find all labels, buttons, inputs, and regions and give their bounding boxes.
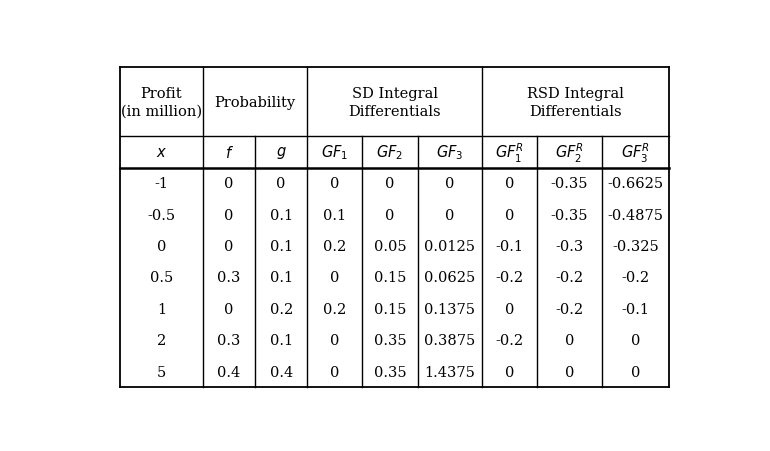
Text: 0.2: 0.2 — [270, 302, 293, 316]
Text: -0.35: -0.35 — [551, 208, 588, 222]
Text: Differentials: Differentials — [348, 105, 441, 119]
Text: -1: -1 — [155, 177, 169, 191]
Text: Differentials: Differentials — [529, 105, 622, 119]
Text: $g$: $g$ — [276, 145, 286, 161]
Text: 0.35: 0.35 — [373, 334, 407, 348]
Text: 1.4375: 1.4375 — [424, 365, 475, 379]
Text: 0: 0 — [631, 365, 640, 379]
Text: 0: 0 — [330, 334, 340, 348]
Text: 0.1: 0.1 — [270, 334, 293, 348]
Text: 0: 0 — [330, 365, 340, 379]
Text: 0: 0 — [224, 239, 233, 253]
Text: (in million): (in million) — [121, 105, 202, 119]
Text: 0.3: 0.3 — [217, 271, 241, 285]
Text: 0.4: 0.4 — [270, 365, 293, 379]
Text: -0.2: -0.2 — [496, 334, 524, 348]
Text: 0: 0 — [385, 177, 395, 191]
Text: -0.4875: -0.4875 — [608, 208, 664, 222]
Text: -0.3: -0.3 — [555, 239, 584, 253]
Text: 0.1: 0.1 — [270, 239, 293, 253]
Text: 0: 0 — [505, 177, 514, 191]
Text: $GF_3^R$: $GF_3^R$ — [621, 141, 650, 164]
Text: 2: 2 — [157, 334, 166, 348]
Text: 0: 0 — [330, 177, 340, 191]
Text: 0.2: 0.2 — [323, 302, 346, 316]
Text: 0.1375: 0.1375 — [424, 302, 475, 316]
Text: 0.1: 0.1 — [270, 271, 293, 285]
Text: 0.05: 0.05 — [373, 239, 407, 253]
Text: 0: 0 — [385, 208, 395, 222]
Text: -0.325: -0.325 — [612, 239, 659, 253]
Text: 0: 0 — [564, 334, 574, 348]
Text: 0: 0 — [505, 365, 514, 379]
Text: 0: 0 — [157, 239, 166, 253]
Text: -0.35: -0.35 — [551, 177, 588, 191]
Text: 0: 0 — [564, 365, 574, 379]
Text: 1: 1 — [157, 302, 166, 316]
Text: 0: 0 — [445, 177, 454, 191]
Text: Profit: Profit — [141, 87, 182, 101]
Text: -0.1: -0.1 — [621, 302, 649, 316]
Text: 0.3: 0.3 — [217, 334, 241, 348]
Text: $GF_2$: $GF_2$ — [377, 143, 403, 162]
Text: $f$: $f$ — [225, 145, 233, 161]
Text: 5: 5 — [157, 365, 166, 379]
Text: 0.4: 0.4 — [217, 365, 241, 379]
Text: 0: 0 — [330, 271, 340, 285]
Text: 0.1: 0.1 — [270, 208, 293, 222]
Text: 0: 0 — [505, 208, 514, 222]
Text: 0.0625: 0.0625 — [424, 271, 475, 285]
Text: 0.5: 0.5 — [150, 271, 173, 285]
Text: -0.5: -0.5 — [148, 208, 176, 222]
Text: Probability: Probability — [215, 96, 296, 110]
Text: 0.2: 0.2 — [323, 239, 346, 253]
Text: 0: 0 — [445, 208, 454, 222]
Text: RSD Integral: RSD Integral — [527, 87, 624, 101]
Text: 0: 0 — [276, 177, 286, 191]
Text: $GF_3$: $GF_3$ — [436, 143, 464, 162]
Text: 0.0125: 0.0125 — [424, 239, 475, 253]
Text: $GF_1^R$: $GF_1^R$ — [495, 141, 524, 164]
Text: $GF_1$: $GF_1$ — [321, 143, 349, 162]
Text: $x$: $x$ — [156, 146, 167, 160]
Text: 0: 0 — [631, 334, 640, 348]
Text: 0: 0 — [505, 302, 514, 316]
Text: 0.35: 0.35 — [373, 365, 407, 379]
Text: $GF_2^R$: $GF_2^R$ — [555, 141, 584, 164]
Text: -0.1: -0.1 — [496, 239, 524, 253]
Text: 0.3875: 0.3875 — [424, 334, 475, 348]
Text: 0.1: 0.1 — [323, 208, 346, 222]
Text: -0.2: -0.2 — [496, 271, 524, 285]
Text: -0.2: -0.2 — [621, 271, 649, 285]
Text: 0: 0 — [224, 177, 233, 191]
Text: 0: 0 — [224, 208, 233, 222]
Text: 0: 0 — [224, 302, 233, 316]
Text: 0.15: 0.15 — [374, 302, 407, 316]
Text: SD Integral: SD Integral — [352, 87, 437, 101]
Text: -0.2: -0.2 — [555, 302, 584, 316]
Text: -0.2: -0.2 — [555, 271, 584, 285]
Text: 0.15: 0.15 — [374, 271, 407, 285]
Text: -0.6625: -0.6625 — [608, 177, 664, 191]
